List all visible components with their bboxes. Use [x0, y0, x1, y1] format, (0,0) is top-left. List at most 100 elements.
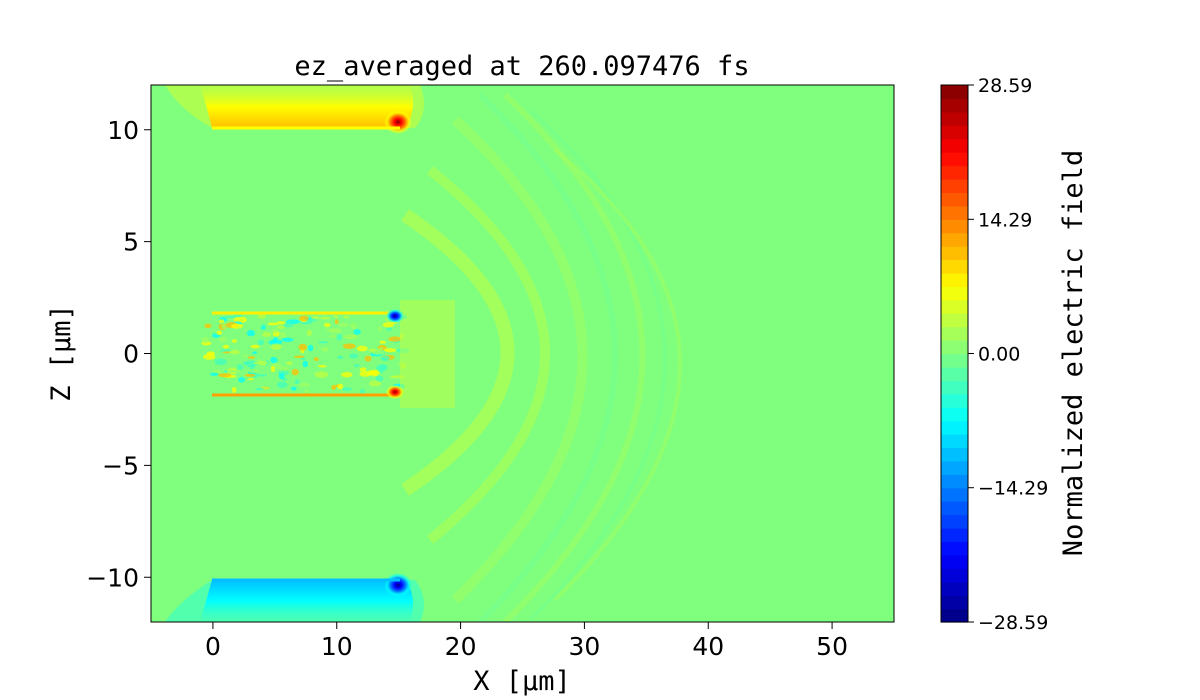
colorbar-band	[941, 232, 968, 247]
field-speckle	[364, 355, 372, 362]
field-speckle	[299, 315, 309, 321]
field-speckle	[221, 323, 226, 330]
colorbar-band	[941, 219, 968, 234]
field-speckle	[261, 323, 267, 327]
field-speckle	[314, 371, 329, 378]
field-speckle	[219, 349, 232, 352]
colorbar-band	[941, 340, 968, 355]
field-speckle	[379, 340, 386, 344]
x-tick-label: 10	[321, 632, 353, 661]
y-tick-label: 10	[107, 116, 139, 145]
plate-walls	[212, 126, 404, 582]
colorbar-tick-label: 28.59	[978, 75, 1032, 97]
field-speckle	[206, 351, 216, 357]
colorbar-band	[941, 98, 968, 113]
field-speckle	[268, 339, 283, 346]
colorbar-band	[941, 541, 968, 556]
colorbar-band	[941, 595, 968, 610]
colorbar-band	[941, 366, 968, 381]
field-speckle	[337, 383, 344, 390]
field-speckle	[247, 368, 259, 373]
field-speckle	[353, 329, 361, 335]
field-speckle	[386, 326, 393, 332]
colorbar-band	[941, 165, 968, 180]
field-speckle	[283, 322, 294, 328]
field-speckle	[222, 344, 230, 349]
plot-area	[151, 85, 894, 622]
field-speckle	[306, 329, 312, 337]
field-speckle	[260, 326, 267, 330]
colorbar-band	[941, 205, 968, 220]
field-speckle	[262, 332, 272, 337]
field-speckle	[281, 337, 294, 342]
colorbar-band	[941, 192, 968, 207]
field-speckle	[214, 358, 227, 366]
field-speckle	[294, 379, 300, 385]
colorbar-tick-label: −28.59	[978, 612, 1048, 634]
colorbar-band	[941, 246, 968, 261]
colorbar-label: Normalized electric field	[1058, 150, 1089, 556]
chart-title: ez_averaged at 260.097476 fs	[294, 51, 749, 82]
colorbar-band	[941, 608, 968, 623]
colorbar-tick-label: −14.29	[978, 478, 1048, 500]
field-speckle	[250, 344, 260, 349]
field-speckle	[331, 384, 337, 390]
field-speckle	[258, 360, 268, 366]
field-speckle	[271, 328, 279, 334]
field-speckle	[278, 373, 285, 380]
field-speckle	[244, 373, 256, 377]
colorbar-band	[941, 125, 968, 140]
field-speckle	[341, 387, 352, 391]
field-speckle	[336, 333, 343, 341]
field-speckle	[356, 345, 368, 352]
colorbar-band	[941, 420, 968, 435]
field-speckle	[291, 368, 299, 376]
field-speckle	[354, 364, 360, 368]
field-speckle	[231, 339, 237, 343]
field-speckle	[382, 322, 394, 328]
field-speckle	[257, 313, 267, 319]
x-tick-label: 20	[445, 632, 477, 661]
field-speckle	[253, 362, 260, 365]
field-speckle	[304, 388, 309, 394]
field-speckle	[343, 315, 350, 319]
field-speckle	[337, 322, 349, 328]
field-speckle	[278, 366, 290, 370]
field-speckle	[201, 336, 209, 344]
field-speckle	[204, 323, 212, 329]
colorbar-band	[941, 514, 968, 529]
field-speckle	[271, 343, 282, 350]
colorbar-band	[941, 581, 968, 596]
field-speckle	[276, 325, 285, 329]
x-tick-label: 30	[569, 632, 601, 661]
colorbar-band	[941, 501, 968, 516]
field-speckle	[229, 372, 237, 375]
field-speckle	[279, 331, 287, 339]
field-speckle	[334, 319, 339, 325]
y-tick-label: 0	[123, 340, 139, 369]
colorbar-band	[941, 85, 968, 100]
field-speckle	[369, 380, 382, 387]
y-tick-label: 5	[123, 228, 139, 257]
field-speckle	[321, 347, 329, 352]
colorbar-band	[941, 407, 968, 422]
colorbar-band	[941, 528, 968, 543]
x-tick-label: 40	[692, 632, 724, 661]
colorbar-band	[941, 111, 968, 126]
field-speckle	[298, 343, 308, 351]
field-speckle	[232, 314, 244, 318]
colorbar-tick-label: 0.00	[978, 344, 1020, 366]
field-speckle	[333, 315, 338, 319]
field-speckle	[276, 381, 288, 389]
field-speckle	[300, 357, 306, 361]
y-tick-label: −5	[102, 451, 139, 480]
field-speckle	[293, 355, 305, 358]
field-speckle	[308, 344, 314, 352]
field-speckle	[236, 364, 244, 371]
colorbar-band	[941, 568, 968, 583]
field-speckle	[248, 378, 254, 381]
field-speckle	[255, 387, 264, 391]
field-speckle	[247, 356, 256, 359]
field-speckle	[238, 377, 246, 383]
